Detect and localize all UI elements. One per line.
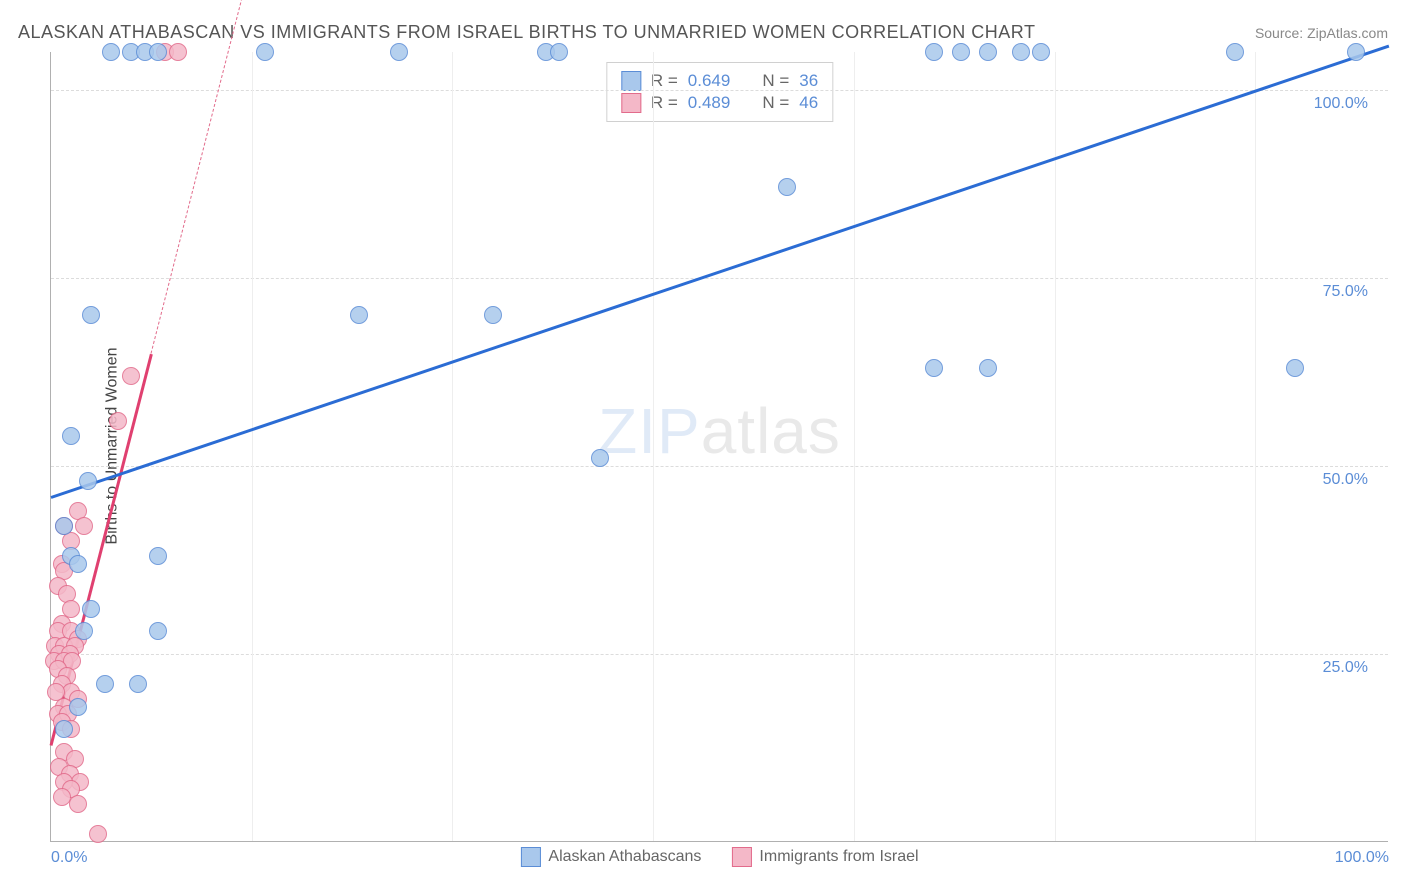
gridline-v	[1055, 52, 1056, 841]
data-point	[1347, 43, 1365, 61]
data-point	[89, 825, 107, 843]
data-point	[1286, 359, 1304, 377]
data-point	[550, 43, 568, 61]
y-tick-label: 75.0%	[1323, 283, 1368, 301]
data-point	[256, 43, 274, 61]
legend-item-series2: Immigrants from Israel	[731, 847, 918, 867]
legend-label: Immigrants from Israel	[759, 848, 918, 866]
data-point	[69, 555, 87, 573]
data-point	[149, 622, 167, 640]
data-point	[591, 449, 609, 467]
data-point	[75, 622, 93, 640]
r-value: 0.649	[688, 71, 731, 91]
n-label: N =	[762, 71, 789, 91]
swatch-series1	[621, 71, 641, 91]
data-point	[979, 43, 997, 61]
gridline-v	[1255, 52, 1256, 841]
gridline-v	[252, 52, 253, 841]
n-value: 36	[799, 71, 818, 91]
data-point	[1012, 43, 1030, 61]
r-value: 0.489	[688, 93, 731, 113]
legend-row-series1: R = 0.649 N = 36	[621, 71, 818, 91]
x-tick-label: 100.0%	[1335, 849, 1389, 867]
swatch-series2	[621, 93, 641, 113]
data-point	[122, 367, 140, 385]
watermark-bold: ZIP	[598, 395, 701, 467]
legend-label: Alaskan Athabascans	[548, 848, 701, 866]
data-point	[149, 43, 167, 61]
data-point	[69, 698, 87, 716]
chart-title: ALASKAN ATHABASCAN VS IMMIGRANTS FROM IS…	[18, 22, 1035, 43]
gridline-v	[452, 52, 453, 841]
gridline-v	[653, 52, 654, 841]
source-label: Source: ZipAtlas.com	[1255, 25, 1388, 41]
data-point	[925, 43, 943, 61]
data-point	[69, 795, 87, 813]
data-point	[149, 547, 167, 565]
data-point	[109, 412, 127, 430]
y-tick-label: 100.0%	[1314, 95, 1368, 113]
r-label: R =	[651, 93, 678, 113]
n-value: 46	[799, 93, 818, 113]
data-point	[778, 178, 796, 196]
data-point	[169, 43, 187, 61]
data-point	[952, 43, 970, 61]
y-tick-label: 50.0%	[1323, 471, 1368, 489]
data-point	[102, 43, 120, 61]
data-point	[979, 359, 997, 377]
chart-header: ALASKAN ATHABASCAN VS IMMIGRANTS FROM IS…	[18, 22, 1388, 43]
y-tick-label: 25.0%	[1323, 659, 1368, 677]
n-label: N =	[762, 93, 789, 113]
gridline-v	[854, 52, 855, 841]
watermark-light: atlas	[701, 395, 841, 467]
data-point	[82, 600, 100, 618]
legend-item-series1: Alaskan Athabascans	[520, 847, 701, 867]
data-point	[55, 720, 73, 738]
data-point	[350, 306, 368, 324]
data-point	[1226, 43, 1244, 61]
r-label: R =	[651, 71, 678, 91]
data-point	[75, 517, 93, 535]
data-point	[82, 306, 100, 324]
data-point	[55, 517, 73, 535]
data-point	[925, 359, 943, 377]
legend-row-series2: R = 0.489 N = 46	[621, 93, 818, 113]
swatch-series2	[731, 847, 751, 867]
plot-area: ZIPatlas R = 0.649 N = 36 R = 0.489 N = …	[50, 52, 1388, 842]
correlation-legend: R = 0.649 N = 36 R = 0.489 N = 46	[606, 62, 833, 122]
data-point	[62, 427, 80, 445]
watermark: ZIPatlas	[598, 394, 841, 468]
data-point	[484, 306, 502, 324]
data-point	[79, 472, 97, 490]
data-point	[1032, 43, 1050, 61]
swatch-series1	[520, 847, 540, 867]
x-tick-label: 0.0%	[51, 849, 87, 867]
data-point	[129, 675, 147, 693]
series-legend: Alaskan Athabascans Immigrants from Isra…	[520, 847, 918, 867]
data-point	[390, 43, 408, 61]
data-point	[96, 675, 114, 693]
